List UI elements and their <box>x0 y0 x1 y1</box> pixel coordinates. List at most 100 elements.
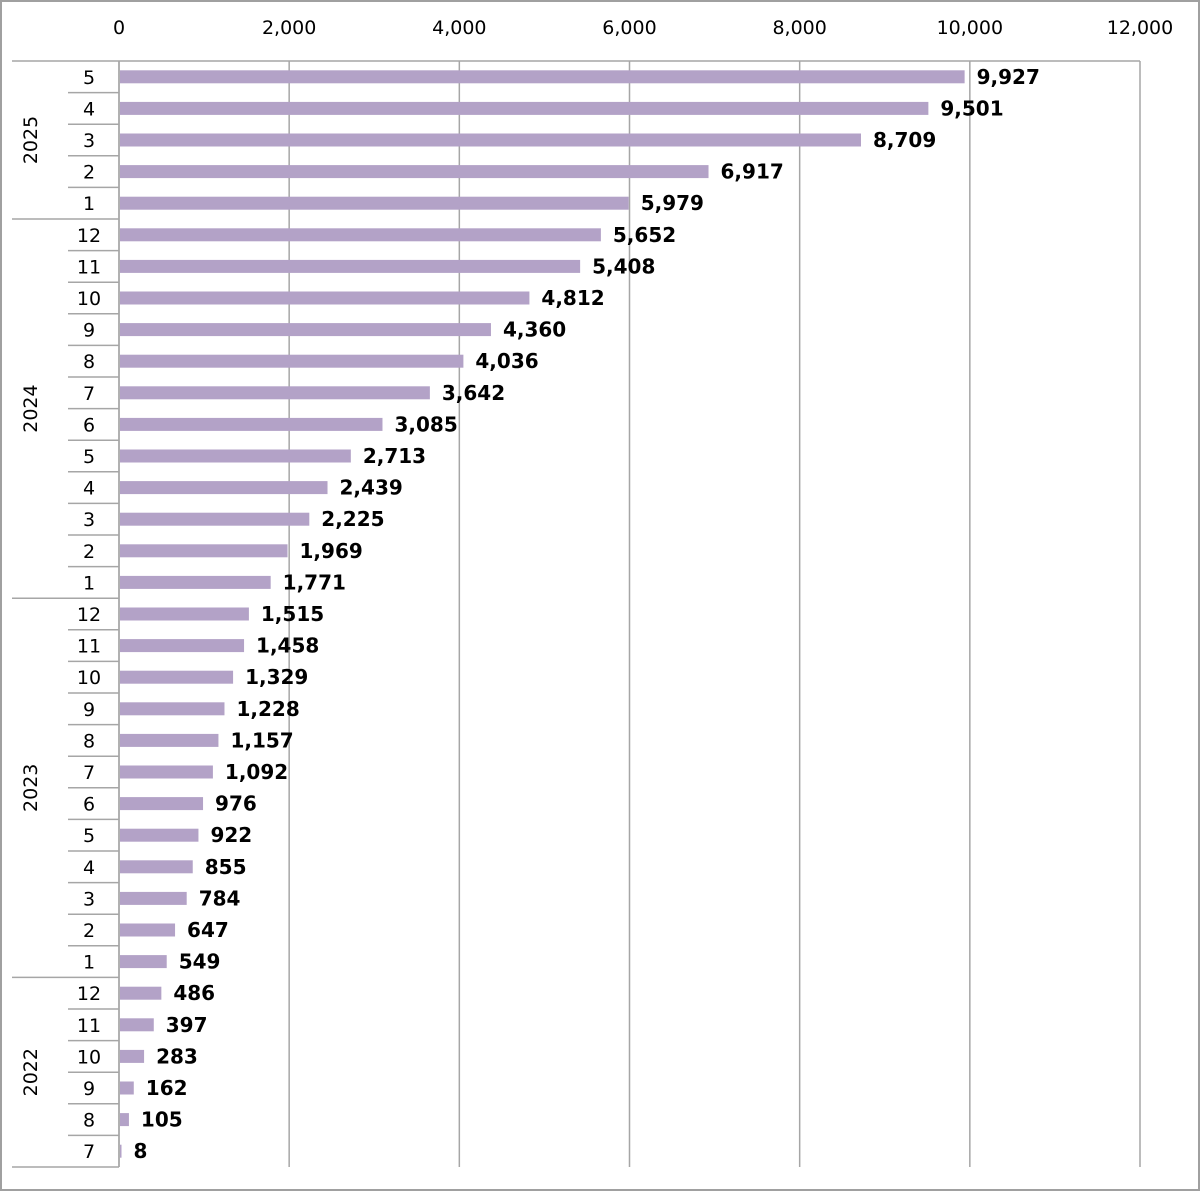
data-label: 647 <box>187 918 229 942</box>
data-label: 2,713 <box>363 444 426 468</box>
data-label: 976 <box>215 792 257 816</box>
data-label: 5,979 <box>641 191 704 215</box>
month-label: 3 <box>83 509 95 531</box>
data-label: 1,157 <box>230 728 293 752</box>
month-label: 2 <box>83 920 95 942</box>
data-label: 162 <box>146 1076 188 1100</box>
gridlines <box>12 60 1141 1167</box>
bar <box>120 923 176 937</box>
bar <box>120 955 167 969</box>
data-label: 283 <box>156 1044 198 1068</box>
bar <box>120 417 383 431</box>
month-label: 4 <box>83 478 95 500</box>
bar <box>120 512 310 526</box>
bar <box>120 639 245 653</box>
data-label: 855 <box>205 855 247 879</box>
month-label: 5 <box>83 446 95 468</box>
bars <box>120 70 965 1158</box>
bar <box>120 133 861 147</box>
month-label: 10 <box>77 1046 101 1068</box>
month-label: 1 <box>83 572 95 594</box>
year-label: 2024 <box>20 384 42 432</box>
month-label: 11 <box>77 636 101 658</box>
month-label: 9 <box>83 320 95 342</box>
x-tick-label: 2,000 <box>262 17 316 39</box>
data-label: 5,408 <box>592 254 655 278</box>
month-label: 10 <box>77 288 101 310</box>
month-label: 2 <box>83 541 95 563</box>
bar <box>120 670 234 684</box>
month-label: 4 <box>83 98 95 120</box>
bar <box>120 354 464 368</box>
data-label: 397 <box>166 1013 208 1037</box>
bar <box>120 607 249 621</box>
month-label: 8 <box>83 351 95 373</box>
bar <box>120 797 204 811</box>
data-label: 105 <box>141 1108 183 1132</box>
bar <box>120 1113 129 1127</box>
bar <box>120 828 199 842</box>
month-label: 7 <box>83 1141 95 1163</box>
bar <box>120 101 929 115</box>
year-label: 2022 <box>20 1048 42 1096</box>
month-label: 7 <box>83 762 95 784</box>
month-label: 11 <box>77 1015 101 1037</box>
month-label: 1 <box>83 193 95 215</box>
bar <box>120 291 530 305</box>
bar <box>120 544 288 558</box>
data-label: 8,709 <box>873 128 936 152</box>
month-label: 9 <box>83 699 95 721</box>
data-label: 549 <box>179 950 221 974</box>
month-label: 6 <box>83 794 95 816</box>
data-label: 486 <box>173 981 215 1005</box>
x-tick-label: 0 <box>113 17 125 39</box>
data-label: 1,969 <box>300 539 363 563</box>
data-label: 1,228 <box>236 697 299 721</box>
bar <box>120 449 351 463</box>
month-label: 8 <box>83 1110 95 1132</box>
x-tick-label: 10,000 <box>937 17 1003 39</box>
bar <box>120 481 328 495</box>
data-label: 4,036 <box>475 349 538 373</box>
year-label: 2025 <box>20 116 42 164</box>
year-label: 2023 <box>20 764 42 812</box>
bar <box>120 228 601 242</box>
data-label: 8 <box>134 1139 148 1163</box>
data-label: 4,360 <box>503 318 566 342</box>
month-label: 8 <box>83 730 95 752</box>
data-label: 3,642 <box>442 381 505 405</box>
x-tick-label: 6,000 <box>602 17 656 39</box>
bar <box>120 323 491 337</box>
bar <box>120 259 581 273</box>
month-label: 10 <box>77 667 101 689</box>
bar <box>120 70 965 84</box>
data-label: 1,458 <box>256 634 319 658</box>
category-axis: 5432120251211109876543212024121110987654… <box>12 61 120 1168</box>
bar <box>120 702 225 716</box>
month-label: 2 <box>83 162 95 184</box>
data-label: 2,439 <box>340 476 403 500</box>
month-label: 12 <box>77 604 101 626</box>
x-axis-ticks: 0 2,000 4,000 6,000 8,000 10,000 12,000 <box>113 17 1173 39</box>
bar <box>120 1018 154 1032</box>
month-label: 11 <box>77 256 101 278</box>
month-label: 5 <box>83 67 95 89</box>
x-tick-label: 4,000 <box>432 17 486 39</box>
bar <box>120 575 271 589</box>
month-label: 3 <box>83 130 95 152</box>
month-label: 4 <box>83 857 95 879</box>
data-label: 3,085 <box>394 412 457 436</box>
month-label: 9 <box>83 1078 95 1100</box>
data-label: 922 <box>210 823 252 847</box>
data-label: 9,927 <box>977 65 1040 89</box>
month-label: 1 <box>83 952 95 974</box>
bar <box>120 165 709 179</box>
data-label: 2,225 <box>321 507 384 531</box>
bar <box>120 386 430 400</box>
bar <box>120 860 193 874</box>
month-label: 12 <box>77 983 101 1005</box>
month-label: 6 <box>83 414 95 436</box>
data-label: 4,812 <box>541 286 604 310</box>
month-label: 12 <box>77 225 101 247</box>
